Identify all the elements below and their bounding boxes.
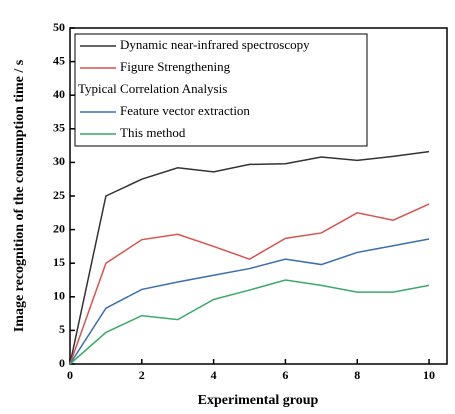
y-tick-label: 45 [53, 53, 65, 67]
y-tick-label: 15 [53, 255, 65, 269]
y-tick-label: 5 [59, 322, 65, 336]
legend-label: This method [120, 125, 186, 140]
x-axis-label: Experimental group [198, 393, 319, 408]
series-line [69, 238, 430, 365]
y-tick-label: 25 [53, 188, 65, 202]
series-line [69, 150, 430, 365]
legend-box [74, 33, 368, 147]
legend-label: Figure Strengthening [120, 59, 231, 74]
y-axis-label: Image recognition of the consumption tim… [12, 59, 27, 332]
y-tick-label: 10 [53, 289, 65, 303]
series-line [69, 203, 430, 365]
x-tick-label: 8 [354, 368, 360, 382]
x-tick-label: 4 [211, 368, 217, 382]
legend-label: Dynamic near-infrared spectroscopy [120, 37, 310, 52]
series-line [69, 279, 430, 365]
x-tick-label: 6 [282, 368, 288, 382]
y-tick-label: 0 [59, 356, 65, 370]
y-tick-label: 30 [53, 154, 65, 168]
y-tick-label: 40 [53, 87, 65, 101]
y-tick-label: 50 [53, 20, 65, 34]
x-tick-label: 10 [423, 368, 435, 382]
legend-label: Feature vector extraction [120, 103, 250, 118]
x-tick-label: 0 [67, 368, 73, 382]
y-tick-label: 20 [53, 221, 65, 235]
y-tick-label: 35 [53, 121, 65, 135]
legend-label: Typical Correlation Analysis [78, 81, 227, 96]
x-tick-label: 2 [139, 368, 145, 382]
